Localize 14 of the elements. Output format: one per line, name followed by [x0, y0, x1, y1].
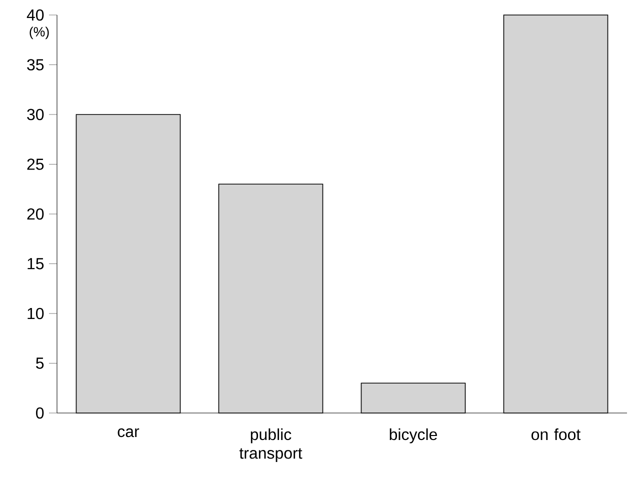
x-tick-label: on foot	[532, 428, 581, 440]
x-tick-label: car	[118, 428, 140, 438]
y-tick-label: 20	[27, 208, 44, 220]
y-tick-label: 10	[28, 308, 44, 320]
y-tick-label: 30	[27, 108, 44, 120]
y-tick-label: 35	[27, 59, 44, 70]
x-tick-label: public transport	[239, 428, 302, 462]
y-tick-label: 5	[36, 358, 44, 369]
y-tick-label: 40	[26, 9, 44, 21]
y-tick-label: 15	[28, 258, 44, 270]
y-tick-label: 0	[36, 407, 44, 419]
y-axis-title: (%)	[30, 26, 49, 40]
y-tick-label: 25	[27, 158, 44, 170]
x-tick-label: bicycle	[390, 428, 437, 444]
